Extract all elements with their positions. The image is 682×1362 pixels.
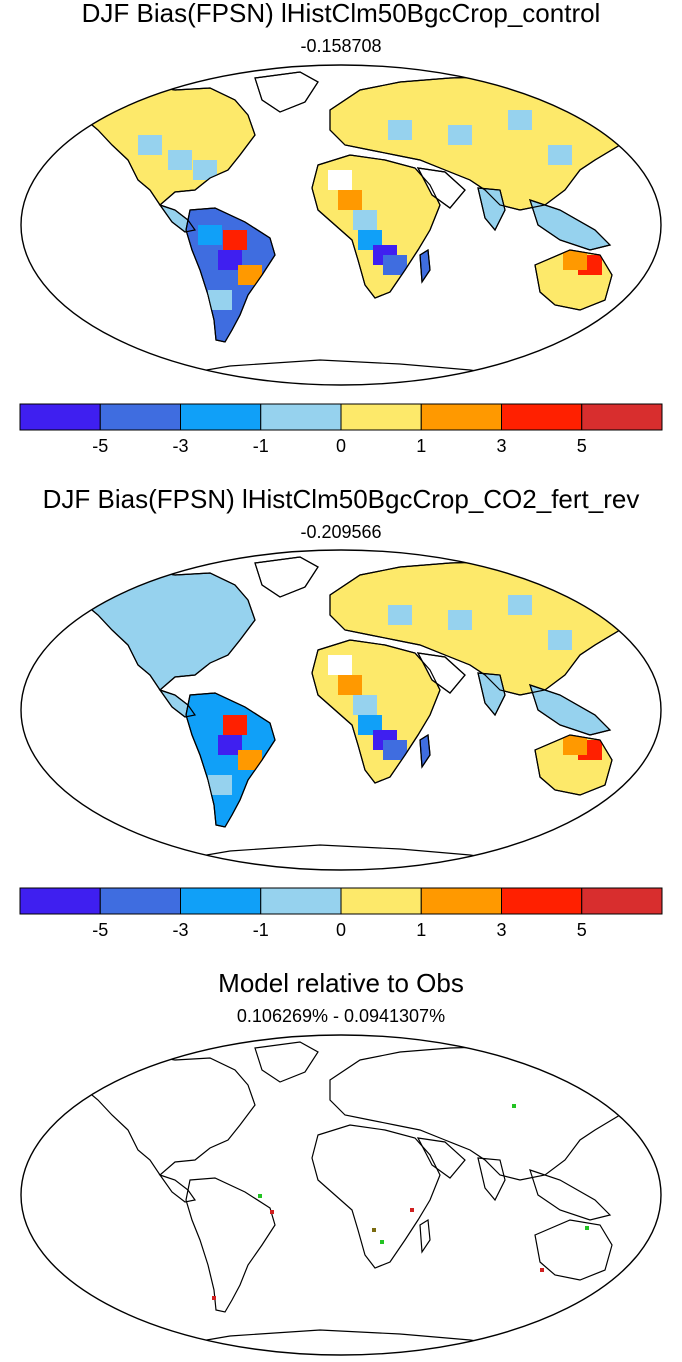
colorbar-tick-label: -5 xyxy=(92,436,108,456)
colorbar-swatch xyxy=(501,403,583,431)
colorbar-swatch xyxy=(501,887,583,915)
new-zealand-landmass xyxy=(617,300,636,327)
colorbar-tick-label: 3 xyxy=(496,436,506,456)
colorbar-tick-label: 0 xyxy=(336,436,346,456)
colorbar-swatch xyxy=(180,403,262,431)
colorbar-tick-label: 1 xyxy=(416,920,426,940)
panel2-map xyxy=(20,549,662,871)
colorbar-swatch xyxy=(99,887,181,915)
colorbar-swatch xyxy=(581,887,663,915)
se-asia-landmass xyxy=(529,1169,612,1221)
panel3-title: Model relative to Obs xyxy=(218,968,464,998)
colorbar-tick-label: 3 xyxy=(496,920,506,940)
colorbar-tick-label: 5 xyxy=(577,436,587,456)
colorbar-tick-label: 5 xyxy=(577,920,587,940)
madagascar-landmass xyxy=(419,1218,431,1254)
colorbar-tick-label: -3 xyxy=(172,920,188,940)
panel3-subtitle: 0.106269% - 0.0941307% xyxy=(236,1006,446,1026)
panel2-title: DJF Bias(FPSN) lHistClm50BgcCrop_CO2_fer… xyxy=(42,484,640,514)
colorbar-swatch xyxy=(99,403,181,431)
panel1-colorbar: -5 -3 -1 0 1 3 5 xyxy=(19,403,663,456)
panel2-colorbar: -5 -3 -1 0 1 3 5 xyxy=(19,887,663,940)
colorbar-tick-label: -1 xyxy=(253,920,269,940)
colorbar-swatch xyxy=(180,887,262,915)
north-america-landmass xyxy=(69,1051,256,1176)
panel1-title: DJF Bias(FPSN) lHistClm50BgcCrop_control xyxy=(81,0,601,28)
colorbar-tick-label: -3 xyxy=(172,436,188,456)
india-landmass xyxy=(477,1157,506,1202)
australia-landmass xyxy=(534,1219,613,1281)
colorbar-swatch xyxy=(19,403,101,431)
south-america-landmass xyxy=(185,1177,276,1313)
colorbar-swatch xyxy=(340,403,422,431)
colorbar-swatch xyxy=(260,887,342,915)
panel3-map xyxy=(20,1034,662,1356)
arabia-landmass xyxy=(416,1137,466,1179)
panel1-map xyxy=(20,64,662,386)
colorbar-tick-label: -5 xyxy=(92,920,108,940)
colorbar-swatch xyxy=(340,887,422,915)
new-zealand-landmass xyxy=(617,1270,636,1297)
africa-landmass xyxy=(311,1124,441,1269)
central-america-landmass xyxy=(158,1173,197,1203)
colorbar-swatch xyxy=(19,887,101,915)
colorbar-tick-label: -1 xyxy=(253,436,269,456)
colorbar-swatch xyxy=(420,403,502,431)
colorbar-swatch xyxy=(420,887,502,915)
panel1-subtitle: -0.158708 xyxy=(300,36,382,56)
colorbar-tick-label: 0 xyxy=(336,920,346,940)
colorbar-swatch xyxy=(581,403,663,431)
colorbar-tick-label: 1 xyxy=(416,436,426,456)
panel2-subtitle: -0.209566 xyxy=(300,522,382,542)
greenland-landmass xyxy=(254,1041,319,1083)
colorbar-swatch xyxy=(260,403,342,431)
new-zealand-landmass xyxy=(617,785,636,812)
